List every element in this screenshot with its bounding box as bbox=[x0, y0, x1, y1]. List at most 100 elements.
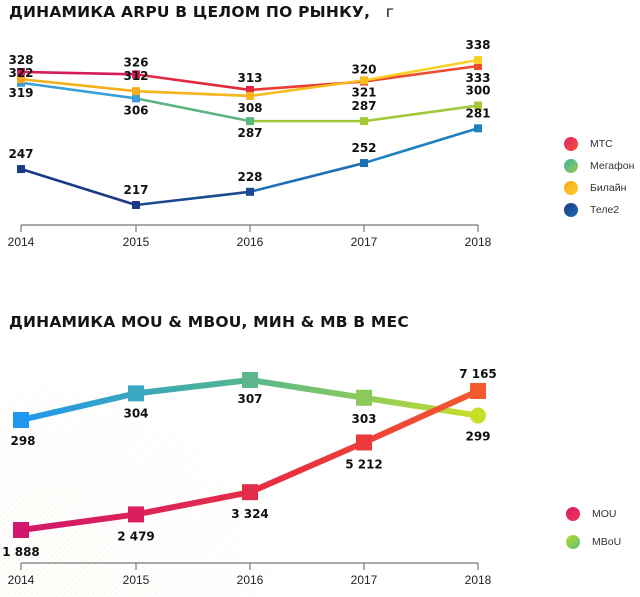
arpu-marker-beeline bbox=[246, 91, 254, 100]
legend-dot-megafon-icon bbox=[564, 159, 578, 173]
mbou-data-label: 307 bbox=[237, 392, 262, 406]
arpu-data-label-beeline: 321 bbox=[351, 85, 376, 99]
mou-data-label: 7 165 bbox=[459, 367, 497, 381]
arpu-title-text: ДИНАМИКА ARPU В ЦЕЛОМ ПО РЫНКУ, bbox=[9, 3, 371, 21]
legend-label: MBoU bbox=[592, 536, 622, 548]
arpu-line-beeline bbox=[248, 79, 366, 98]
legend-item-tele2: Теле2 bbox=[564, 199, 634, 221]
arpu-marker-mts bbox=[246, 85, 254, 94]
arpu-marker-beeline bbox=[474, 56, 482, 64]
mbou-data-label: 298 bbox=[10, 434, 35, 448]
mou-data-label: 2 479 bbox=[117, 529, 155, 543]
arpu-data-label-mts: 320 bbox=[351, 63, 376, 77]
arpu-data-label-beeline: 312 bbox=[123, 69, 148, 83]
arpu-marker-beeline bbox=[132, 87, 140, 96]
mbou-data-label: 303 bbox=[351, 412, 376, 426]
arpu-data-label-beeline: 308 bbox=[237, 101, 262, 115]
mou-data-label: 5 212 bbox=[345, 457, 383, 471]
arpu-data-label-mts: 328 bbox=[8, 53, 33, 67]
arpu-line-tele2 bbox=[362, 127, 480, 165]
arpu-x-tick-label: 2017 bbox=[351, 235, 378, 249]
arpu-marker-mts bbox=[17, 67, 25, 76]
mou-mbou-chart-title: ДИНАМИКА MOU & MBOU, МИН & МВ В МЕС bbox=[9, 313, 409, 331]
arpu-data-label-beeline: 338 bbox=[465, 38, 490, 52]
arpu-line-mts bbox=[362, 64, 480, 83]
arpu-data-label-megafon: 287 bbox=[351, 99, 376, 113]
arpu-data-label-tele2: 217 bbox=[123, 183, 148, 197]
arpu-marker-megafon bbox=[246, 117, 254, 126]
arpu-line-beeline bbox=[19, 77, 138, 93]
legend-dot-tele2-icon bbox=[564, 203, 578, 217]
arpu-title-suffix: г bbox=[385, 3, 395, 21]
legend-dot-mou-icon bbox=[566, 507, 580, 521]
arpu-marker-tele2 bbox=[360, 159, 368, 168]
mbou-marker bbox=[128, 385, 144, 402]
arpu-marker-beeline bbox=[360, 76, 368, 85]
arpu-marker-tele2 bbox=[17, 165, 25, 174]
arpu-marker-megafon bbox=[474, 101, 482, 110]
mou-x-tick-label: 2017 bbox=[351, 573, 378, 587]
mou-marker bbox=[13, 522, 29, 538]
arpu-data-label-tele2: 228 bbox=[237, 170, 262, 184]
arpu-chart-title: ДИНАМИКА ARPU В ЦЕЛОМ ПО РЫНКУ, г bbox=[9, 3, 394, 21]
arpu-data-label-megafon: 300 bbox=[465, 84, 490, 98]
mou-marker bbox=[242, 484, 258, 501]
arpu-data-label-megafon: 287 bbox=[237, 126, 262, 140]
legend-label: Билайн bbox=[590, 182, 627, 194]
mou-mbou-legend: MOU MBoU bbox=[566, 500, 621, 556]
arpu-marker-tele2 bbox=[246, 187, 254, 196]
arpu-x-tick-label: 2016 bbox=[237, 235, 264, 249]
mbou-marker bbox=[356, 389, 372, 406]
arpu-line-megafon bbox=[19, 81, 138, 100]
arpu-line-beeline bbox=[134, 89, 252, 98]
legend-dot-mts-icon bbox=[564, 137, 578, 151]
arpu-line-mts bbox=[134, 73, 252, 92]
arpu-x-tick-label: 2015 bbox=[123, 235, 150, 249]
arpu-data-label-mts: 326 bbox=[123, 55, 148, 69]
arpu-data-label-megafon: 306 bbox=[123, 103, 148, 117]
arpu-marker-megafon bbox=[132, 94, 140, 103]
arpu-marker-mts bbox=[474, 61, 482, 70]
mou-marker bbox=[128, 506, 144, 523]
arpu-legend: МТС Мегафон Билайн Теле2 bbox=[564, 133, 634, 221]
mbou-marker bbox=[470, 407, 486, 424]
mou-data-label: 1 888 bbox=[2, 545, 40, 559]
mbou-data-label: 299 bbox=[465, 430, 490, 444]
legend-label: МТС bbox=[590, 138, 613, 150]
arpu-line-chart: 2014 2015 2016 2017 2018 328 326 313 320 333 319 30… bbox=[8, 38, 492, 249]
arpu-line-tele2 bbox=[19, 167, 138, 207]
mou-x-tick-label: 2014 bbox=[8, 573, 35, 587]
arpu-data-label-tele2: 281 bbox=[465, 106, 490, 120]
legend-item-mbou: MBoU bbox=[566, 528, 621, 556]
arpu-x-tick-label: 2018 bbox=[465, 235, 492, 249]
mou-marker bbox=[356, 434, 372, 451]
mou-x-tick-label: 2016 bbox=[237, 573, 264, 587]
legend-item-mou: MOU bbox=[566, 500, 621, 528]
arpu-data-label-megafon: 319 bbox=[8, 86, 33, 100]
mou-x-tick-label: 2015 bbox=[123, 573, 150, 587]
arpu-marker-mts bbox=[132, 70, 140, 79]
arpu-data-label-tele2: 247 bbox=[8, 147, 33, 161]
arpu-line-megafon bbox=[134, 97, 252, 123]
arpu-line-tele2 bbox=[248, 161, 366, 194]
arpu-data-label-mts: 313 bbox=[237, 71, 262, 85]
legend-item-mts: МТС bbox=[564, 133, 634, 155]
arpu-data-label-beeline: 322 bbox=[8, 66, 33, 80]
arpu-marker-megafon bbox=[360, 117, 368, 126]
arpu-line-tele2 bbox=[134, 190, 252, 207]
arpu-data-label-mts: 333 bbox=[465, 71, 490, 85]
arpu-line-beeline bbox=[362, 58, 480, 82]
mou-x-tick-label: 2018 bbox=[465, 573, 492, 587]
arpu-marker-tele2 bbox=[132, 201, 140, 209]
legend-dot-mbou-icon bbox=[566, 535, 580, 549]
legend-item-megafon: Мегафон bbox=[564, 155, 634, 177]
legend-label: MOU bbox=[592, 508, 617, 520]
mbou-marker bbox=[242, 372, 258, 388]
arpu-line-megafon bbox=[362, 104, 480, 123]
legend-label: Мегафон bbox=[590, 160, 635, 172]
arpu-line-mts bbox=[19, 70, 138, 76]
legend-item-beeline: Билайн bbox=[564, 177, 634, 199]
legend-label: Теле2 bbox=[590, 204, 620, 216]
mbou-data-label: 304 bbox=[123, 406, 148, 420]
